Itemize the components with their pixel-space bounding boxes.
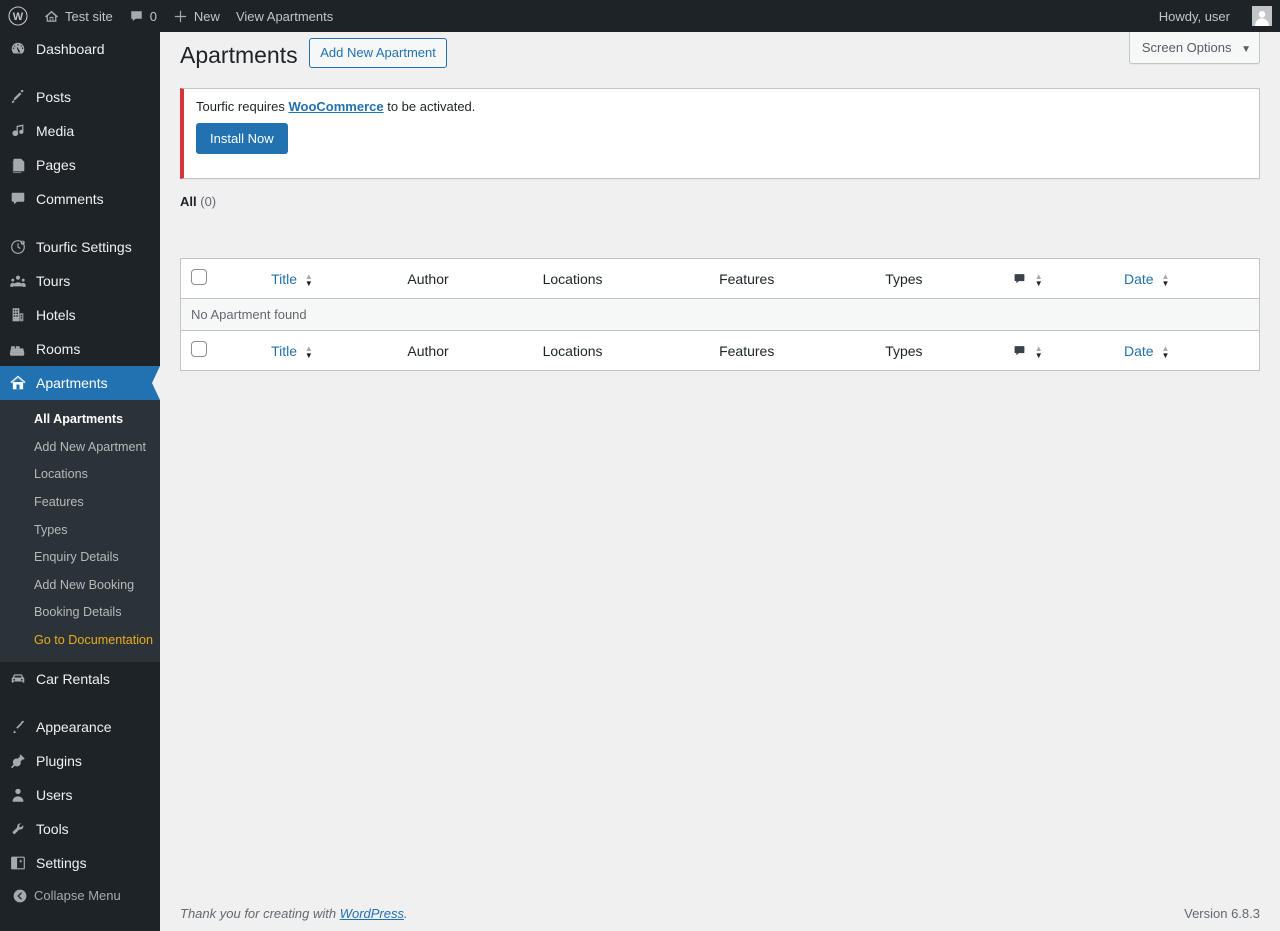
svg-text:W: W	[13, 11, 24, 23]
